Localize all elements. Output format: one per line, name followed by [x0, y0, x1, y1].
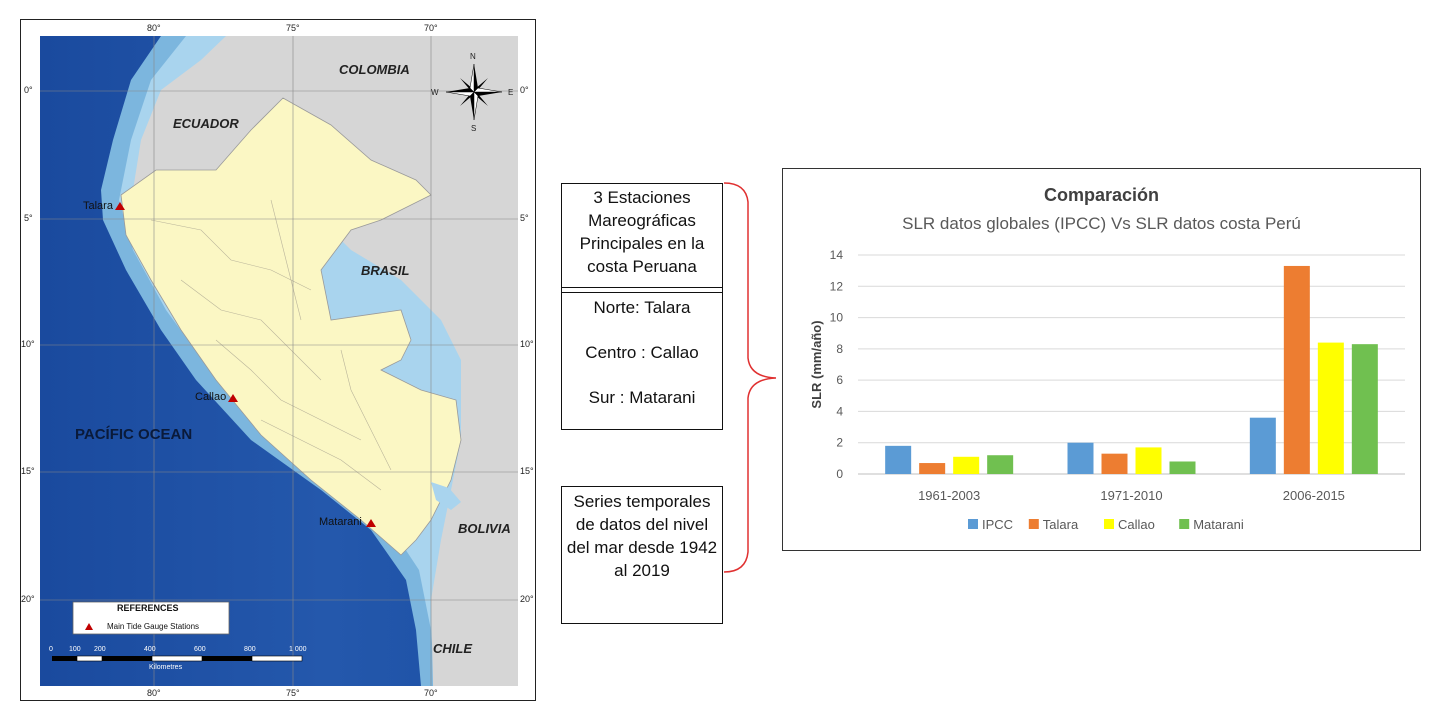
graticule [40, 36, 518, 686]
bottom-tick-75: 75° [286, 688, 300, 698]
scale-tick-1000: 1 000 [289, 646, 307, 653]
top-tick-70: 70° [424, 23, 438, 33]
legend-label-ipcc: IPCC [982, 517, 1013, 532]
map-panel: 80° 75° 70° 80° 75° 70° 0° 5° 10° 15° 20… [20, 19, 536, 701]
legend-swatch-matarani [1179, 519, 1190, 529]
legend-label-talara: Talara [1043, 517, 1079, 532]
chart-plot: 0 2 4 6 8 10 12 14 SLR (mm/año) 1961-2003 1971-201… [809, 248, 1405, 532]
left-tick-20: 20° [21, 594, 35, 604]
bar-matarani-1961-2003 [987, 455, 1014, 474]
series-box: Series temporales de datos del nivel del… [561, 486, 723, 624]
stations-box: 3 Estaciones Mareográficas Principales e… [561, 183, 723, 430]
bar-talara-1971-2010 [1101, 453, 1128, 474]
peru-map [40, 36, 518, 686]
x-tick-label: 2006-2015 [1283, 488, 1345, 503]
scale-bar [52, 655, 303, 662]
x-tick-label: 1961-2003 [918, 488, 980, 503]
right-tick-0: 0° [520, 85, 529, 95]
compass-w: W [431, 88, 439, 97]
legend-label-callao: Callao [1118, 517, 1155, 532]
station-line-norte: Norte: Talara [593, 298, 691, 317]
scale-tick-200: 200 [94, 646, 106, 653]
bar-callao-1961-2003 [953, 456, 980, 474]
bar-ipcc-2006-2015 [1249, 417, 1276, 474]
top-tick-80: 80° [147, 23, 161, 33]
lake-titicaca [431, 482, 461, 510]
callao-marker [228, 394, 238, 402]
legend-swatch-callao [1104, 519, 1114, 529]
label-talara: Talara [83, 200, 113, 212]
left-tick-0: 0° [24, 85, 33, 95]
y-tick-label: 10 [830, 311, 844, 325]
stations-box-divider [562, 287, 722, 293]
scale-tick-0: 0 [49, 646, 53, 653]
label-colombia: COLOMBIA [339, 62, 410, 77]
right-tick-15: 15° [520, 466, 534, 476]
y-tick-label: 6 [836, 373, 843, 387]
right-tick-5: 5° [520, 213, 529, 223]
bar-talara-1961-2003 [919, 463, 946, 474]
label-pacific-ocean: PACÍFIC OCEAN [75, 426, 193, 443]
bracket-connector [723, 182, 777, 573]
y-tick-label: 0 [836, 467, 843, 481]
x-tick-label: 1971-2010 [1100, 488, 1162, 503]
top-tick-75: 75° [286, 23, 300, 33]
label-matarani: Matarani [319, 516, 362, 528]
label-brasil: BRASIL [361, 263, 410, 278]
comparison-chart: Comparación SLR datos globales (IPCC) Vs… [782, 168, 1421, 551]
label-callao: Callao [195, 391, 227, 403]
legend-label-matarani: Matarani [1193, 517, 1244, 532]
matarani-marker [366, 519, 376, 527]
y-axis-label: SLR (mm/año) [809, 320, 824, 408]
bar-matarani-2006-2015 [1351, 344, 1378, 474]
chart-title: Comparación [1043, 185, 1160, 205]
label-chile: CHILE [433, 641, 472, 656]
talara-marker [115, 202, 125, 210]
legend-marker [85, 623, 93, 630]
bar-ipcc-1971-2010 [1067, 442, 1094, 474]
left-tick-10: 10° [21, 339, 35, 349]
compass-rose [445, 63, 503, 121]
bar-callao-1971-2010 [1135, 447, 1162, 474]
chart-subtitle: SLR datos globales (IPCC) Vs SLR datos c… [902, 214, 1301, 233]
y-tick-label: 12 [830, 279, 844, 293]
y-tick-label: 14 [830, 248, 844, 262]
label-bolivia: BOLIVIA [458, 521, 511, 536]
bottom-tick-70: 70° [424, 688, 438, 698]
left-tick-15: 15° [21, 466, 35, 476]
scale-tick-600: 600 [194, 646, 206, 653]
peru-territory [120, 97, 462, 556]
bar-matarani-1971-2010 [1169, 461, 1196, 474]
compass-e: E [508, 88, 514, 97]
legend-swatch-talara [1028, 519, 1039, 529]
compass-s: S [471, 124, 477, 133]
right-tick-20: 20° [520, 594, 534, 604]
scale-tick-400: 400 [144, 646, 156, 653]
bottom-tick-80: 80° [147, 688, 161, 698]
station-line-sur: Sur : Matarani [588, 387, 696, 407]
compass-n: N [470, 52, 476, 61]
y-tick-label: 4 [836, 404, 843, 418]
y-tick-label: 8 [836, 342, 843, 356]
stations-box-title: 3 Estaciones Mareográficas Principales e… [579, 188, 705, 276]
scale-tick-100: 100 [69, 646, 81, 653]
y-tick-label: 2 [836, 436, 843, 450]
legend-title: REFERENCES [117, 603, 179, 613]
scale-unit: Kilometres [149, 664, 183, 671]
left-tick-5: 5° [24, 213, 33, 223]
stations-list: Norte: Talara Centro : Callao Sur : Mata… [562, 293, 722, 410]
bar-ipcc-1961-2003 [885, 445, 912, 474]
legend-box [72, 601, 230, 635]
label-ecuador: ECUADOR [173, 116, 239, 131]
legend-swatch-ipcc [968, 519, 978, 529]
region-borders [150, 199, 392, 491]
bar-talara-2006-2015 [1283, 265, 1310, 474]
legend-item-label: Main Tide Gauge Stations [107, 622, 200, 631]
scale-tick-800: 800 [244, 646, 256, 653]
right-tick-10: 10° [520, 339, 534, 349]
station-line-centro: Centro : Callao [585, 342, 699, 362]
bar-callao-2006-2015 [1317, 342, 1344, 474]
